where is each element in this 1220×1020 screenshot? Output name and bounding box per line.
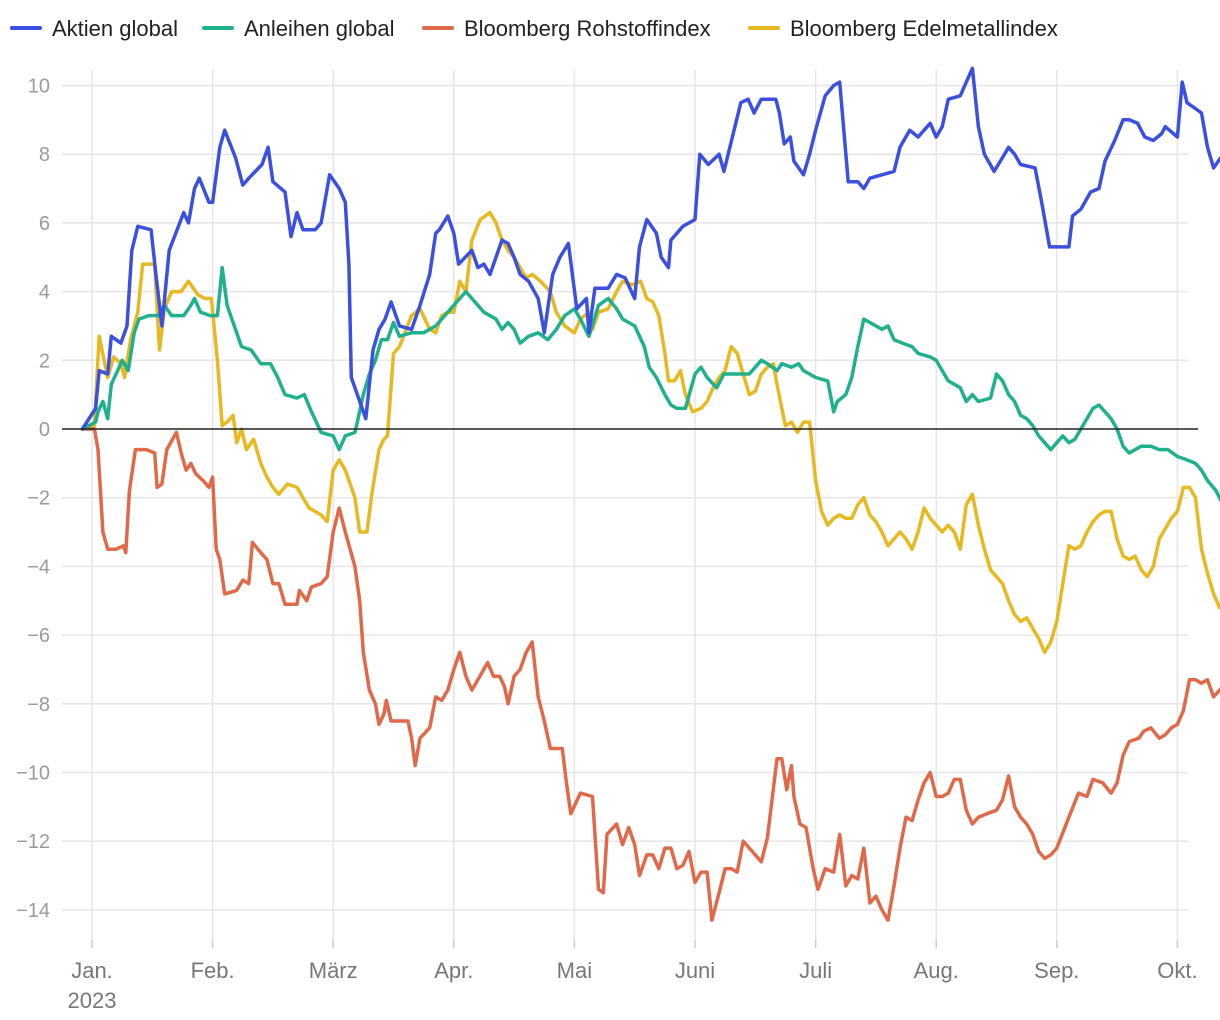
legend-label-aktien-global: Aktien global	[52, 16, 178, 41]
x-tick-label: Juli	[799, 958, 832, 983]
legend-label-anleihen-global: Anleihen global	[244, 16, 394, 41]
legend-label-bloomberg-edelmetallindex: Bloomberg Edelmetallindex	[790, 16, 1058, 41]
y-tick-label: 10	[28, 76, 50, 98]
y-tick-label: 0	[39, 419, 50, 441]
y-tick-label: 4	[39, 282, 50, 304]
legend: Aktien global Anleihen global Bloomberg …	[10, 16, 1058, 41]
legend-item-aktien-global[interactable]: Aktien global	[10, 16, 178, 41]
x-tick-label: Aug.	[914, 958, 959, 983]
x-tick-sublabel: 2023	[68, 988, 117, 1013]
x-tick-label: März	[309, 958, 358, 983]
x-tick-label: Feb.	[191, 958, 235, 983]
y-tick-label: −6	[27, 625, 50, 647]
y-tick-label: −4	[27, 556, 50, 578]
x-tick-label: Jan.	[71, 958, 113, 983]
series-line-bloomberg-rohstoffindex	[80, 427, 1220, 922]
legend-item-bloomberg-edelmetallindex[interactable]: Bloomberg Edelmetallindex	[748, 16, 1058, 41]
series-line-aktien-global	[80, 66, 1220, 431]
y-tick-label: −12	[16, 831, 50, 853]
axis-layer: 10 8 6 4 2 0 −2 −4 −6 −8 −10 −12 −14 Jan. 2023 Feb. März…	[16, 76, 1198, 1013]
x-tick-label: Juni	[675, 958, 715, 983]
legend-item-bloomberg-rohstoffindex[interactable]: Bloomberg Rohstoffindex	[422, 16, 711, 41]
legend-item-anleihen-global[interactable]: Anleihen global	[202, 16, 394, 41]
y-tick-label: −14	[16, 900, 50, 922]
y-tick-label: 8	[39, 144, 50, 166]
x-tick-label: Mai	[557, 958, 592, 983]
series-layer	[80, 66, 1220, 922]
x-tick-label: Apr.	[434, 958, 473, 983]
series-line-bloomberg-edelmetallindex	[80, 210, 1220, 655]
y-tick-label: 6	[39, 213, 50, 235]
x-tick-label: Sep.	[1034, 958, 1079, 983]
series-line-anleihen-global	[80, 265, 1220, 503]
grid-layer	[62, 70, 1188, 940]
y-tick-label: 2	[39, 350, 50, 372]
legend-label-bloomberg-rohstoffindex: Bloomberg Rohstoffindex	[464, 16, 711, 41]
y-tick-label: −10	[16, 763, 50, 785]
y-tick-label: −8	[27, 694, 50, 716]
y-tick-label: −2	[27, 488, 50, 510]
x-tick-label: Okt.	[1157, 958, 1197, 983]
